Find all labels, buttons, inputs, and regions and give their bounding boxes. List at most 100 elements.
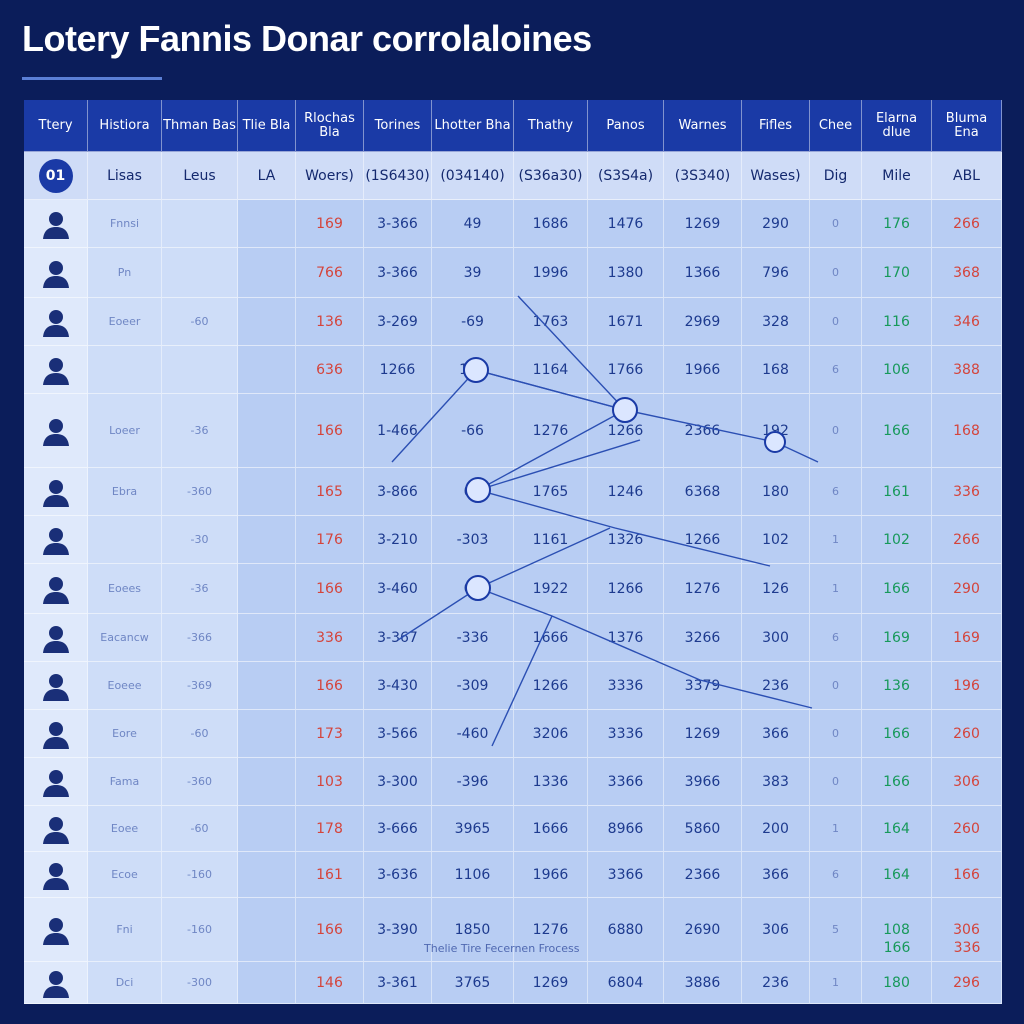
- table-cell: -309: [432, 662, 514, 710]
- cell-text: 1161: [532, 531, 569, 548]
- empty-cell: [238, 662, 296, 710]
- table-cell: 1671: [588, 298, 664, 346]
- table-cell: 166: [296, 394, 364, 468]
- cell-text: 3266: [684, 629, 721, 646]
- cell-text: Ecoe: [111, 868, 138, 881]
- avatar-cell: [24, 468, 88, 516]
- table-cell: 1269: [664, 710, 742, 758]
- table-cell: 306: [742, 898, 810, 962]
- subheader-cell: Mile: [862, 152, 932, 200]
- table-cell: 161: [862, 468, 932, 516]
- cell-text: 3-300: [377, 773, 418, 790]
- table-cell: 336: [932, 468, 1002, 516]
- cell-text: Fni: [116, 923, 133, 936]
- table-cell: -360: [162, 758, 238, 806]
- table-cell: 260: [932, 710, 1002, 758]
- cell-text: 366: [762, 725, 789, 742]
- cell-text: 3-430: [377, 677, 418, 694]
- cell-text: 3-666: [377, 820, 418, 837]
- cell-text: 1476: [607, 215, 644, 232]
- cell-text: -396: [456, 773, 489, 790]
- table-cell: 136: [296, 298, 364, 346]
- cell-text: 166: [316, 422, 343, 439]
- table-cell: 168: [742, 346, 810, 394]
- cell-text: 166: [953, 866, 980, 883]
- avatar-cell: [24, 852, 88, 898]
- cell-text: 3-366: [377, 264, 418, 281]
- cell-text: 01: [38, 158, 73, 193]
- table-cell: 1366: [664, 248, 742, 298]
- table-cell: 166: [862, 758, 932, 806]
- avatar-icon: [42, 862, 69, 890]
- table-cell: 1266: [588, 564, 664, 614]
- cell-text: Mile: [882, 167, 911, 184]
- table-cell: 1380: [588, 248, 664, 298]
- cell-text: 49: [463, 215, 482, 232]
- cell-text: Elarna dlue: [875, 110, 918, 140]
- table-cell: 3-866: [364, 468, 432, 516]
- cell-text: (3S340): [674, 167, 731, 184]
- table-cell: 01: [432, 468, 514, 516]
- cell-text: 3-361: [377, 974, 418, 991]
- avatar-icon: [42, 625, 69, 653]
- cell-text: 166: [883, 422, 910, 439]
- table-cell: [162, 200, 238, 248]
- subheader-cell: (S36a30): [514, 152, 588, 200]
- table-cell: 166: [862, 394, 932, 468]
- table-cell: -160: [162, 898, 238, 962]
- cell-text: Eore: [112, 727, 137, 740]
- table-cell: 3886: [664, 962, 742, 1004]
- cell-text: -369: [187, 679, 212, 692]
- table-cell: 1266: [514, 662, 588, 710]
- table-cell: 2690: [664, 898, 742, 962]
- cell-text: 1326: [607, 531, 644, 548]
- table-cell: 300: [742, 614, 810, 662]
- table-cell: -460: [432, 710, 514, 758]
- column-header: Warnes: [664, 100, 742, 152]
- subheader-cell: LA: [238, 152, 296, 200]
- column-header: Chee: [810, 100, 862, 152]
- table-cell: -60: [162, 710, 238, 758]
- table-cell: 1276: [514, 394, 588, 468]
- table-cell: Ecoe: [88, 852, 162, 898]
- cell-text: 116: [883, 313, 910, 330]
- cell-text: 6: [832, 868, 839, 881]
- cell-text: 236: [762, 974, 789, 991]
- data-table: Ttery Histiora Thman Bas Tlie Bla Rlochas Bl…: [24, 100, 1002, 1004]
- avatar-icon: [42, 418, 69, 446]
- cell-text: 196: [953, 677, 980, 694]
- cell-text: -160: [187, 923, 212, 936]
- cell-text: 3-636: [377, 866, 418, 883]
- cell-text: 266: [953, 215, 980, 232]
- cell-text: (1S6430): [365, 167, 430, 184]
- table-cell: 1765: [514, 468, 588, 516]
- table-cell: 3-366: [364, 200, 432, 248]
- table-cell: 366: [742, 852, 810, 898]
- cell-text: 126: [762, 580, 789, 597]
- cell-text: 3366: [607, 773, 644, 790]
- table-cell: 0: [810, 298, 862, 346]
- cell-text: 1269: [532, 974, 569, 991]
- cell-text: -309: [456, 677, 489, 694]
- cell-text: 5860: [684, 820, 721, 837]
- avatar-icon: [42, 260, 69, 288]
- avatar-icon: [42, 721, 69, 749]
- table-cell: 1666: [514, 806, 588, 852]
- table-cell: 3-269: [364, 298, 432, 346]
- cell-text: 1686: [532, 215, 569, 232]
- cell-text: 136: [316, 313, 343, 330]
- table-cell: Fni: [88, 898, 162, 962]
- table-cell: 0: [810, 758, 862, 806]
- cell-text: 3-460: [377, 580, 418, 597]
- cell-text: 336: [316, 629, 343, 646]
- table-cell: 3366: [588, 852, 664, 898]
- cell-text: 102: [762, 531, 789, 548]
- table-cell: 306: [932, 758, 1002, 806]
- cell-text: 1266: [607, 580, 644, 597]
- table-cell: 1: [810, 564, 862, 614]
- page-title: Lotery Fannis Donar corrolaloines: [22, 18, 592, 59]
- table-cell: Fnnsi: [88, 200, 162, 248]
- cell-text: Lhotter Bha: [434, 117, 511, 133]
- table-cell: 3-367: [364, 614, 432, 662]
- subheader-cell: (3S340): [664, 152, 742, 200]
